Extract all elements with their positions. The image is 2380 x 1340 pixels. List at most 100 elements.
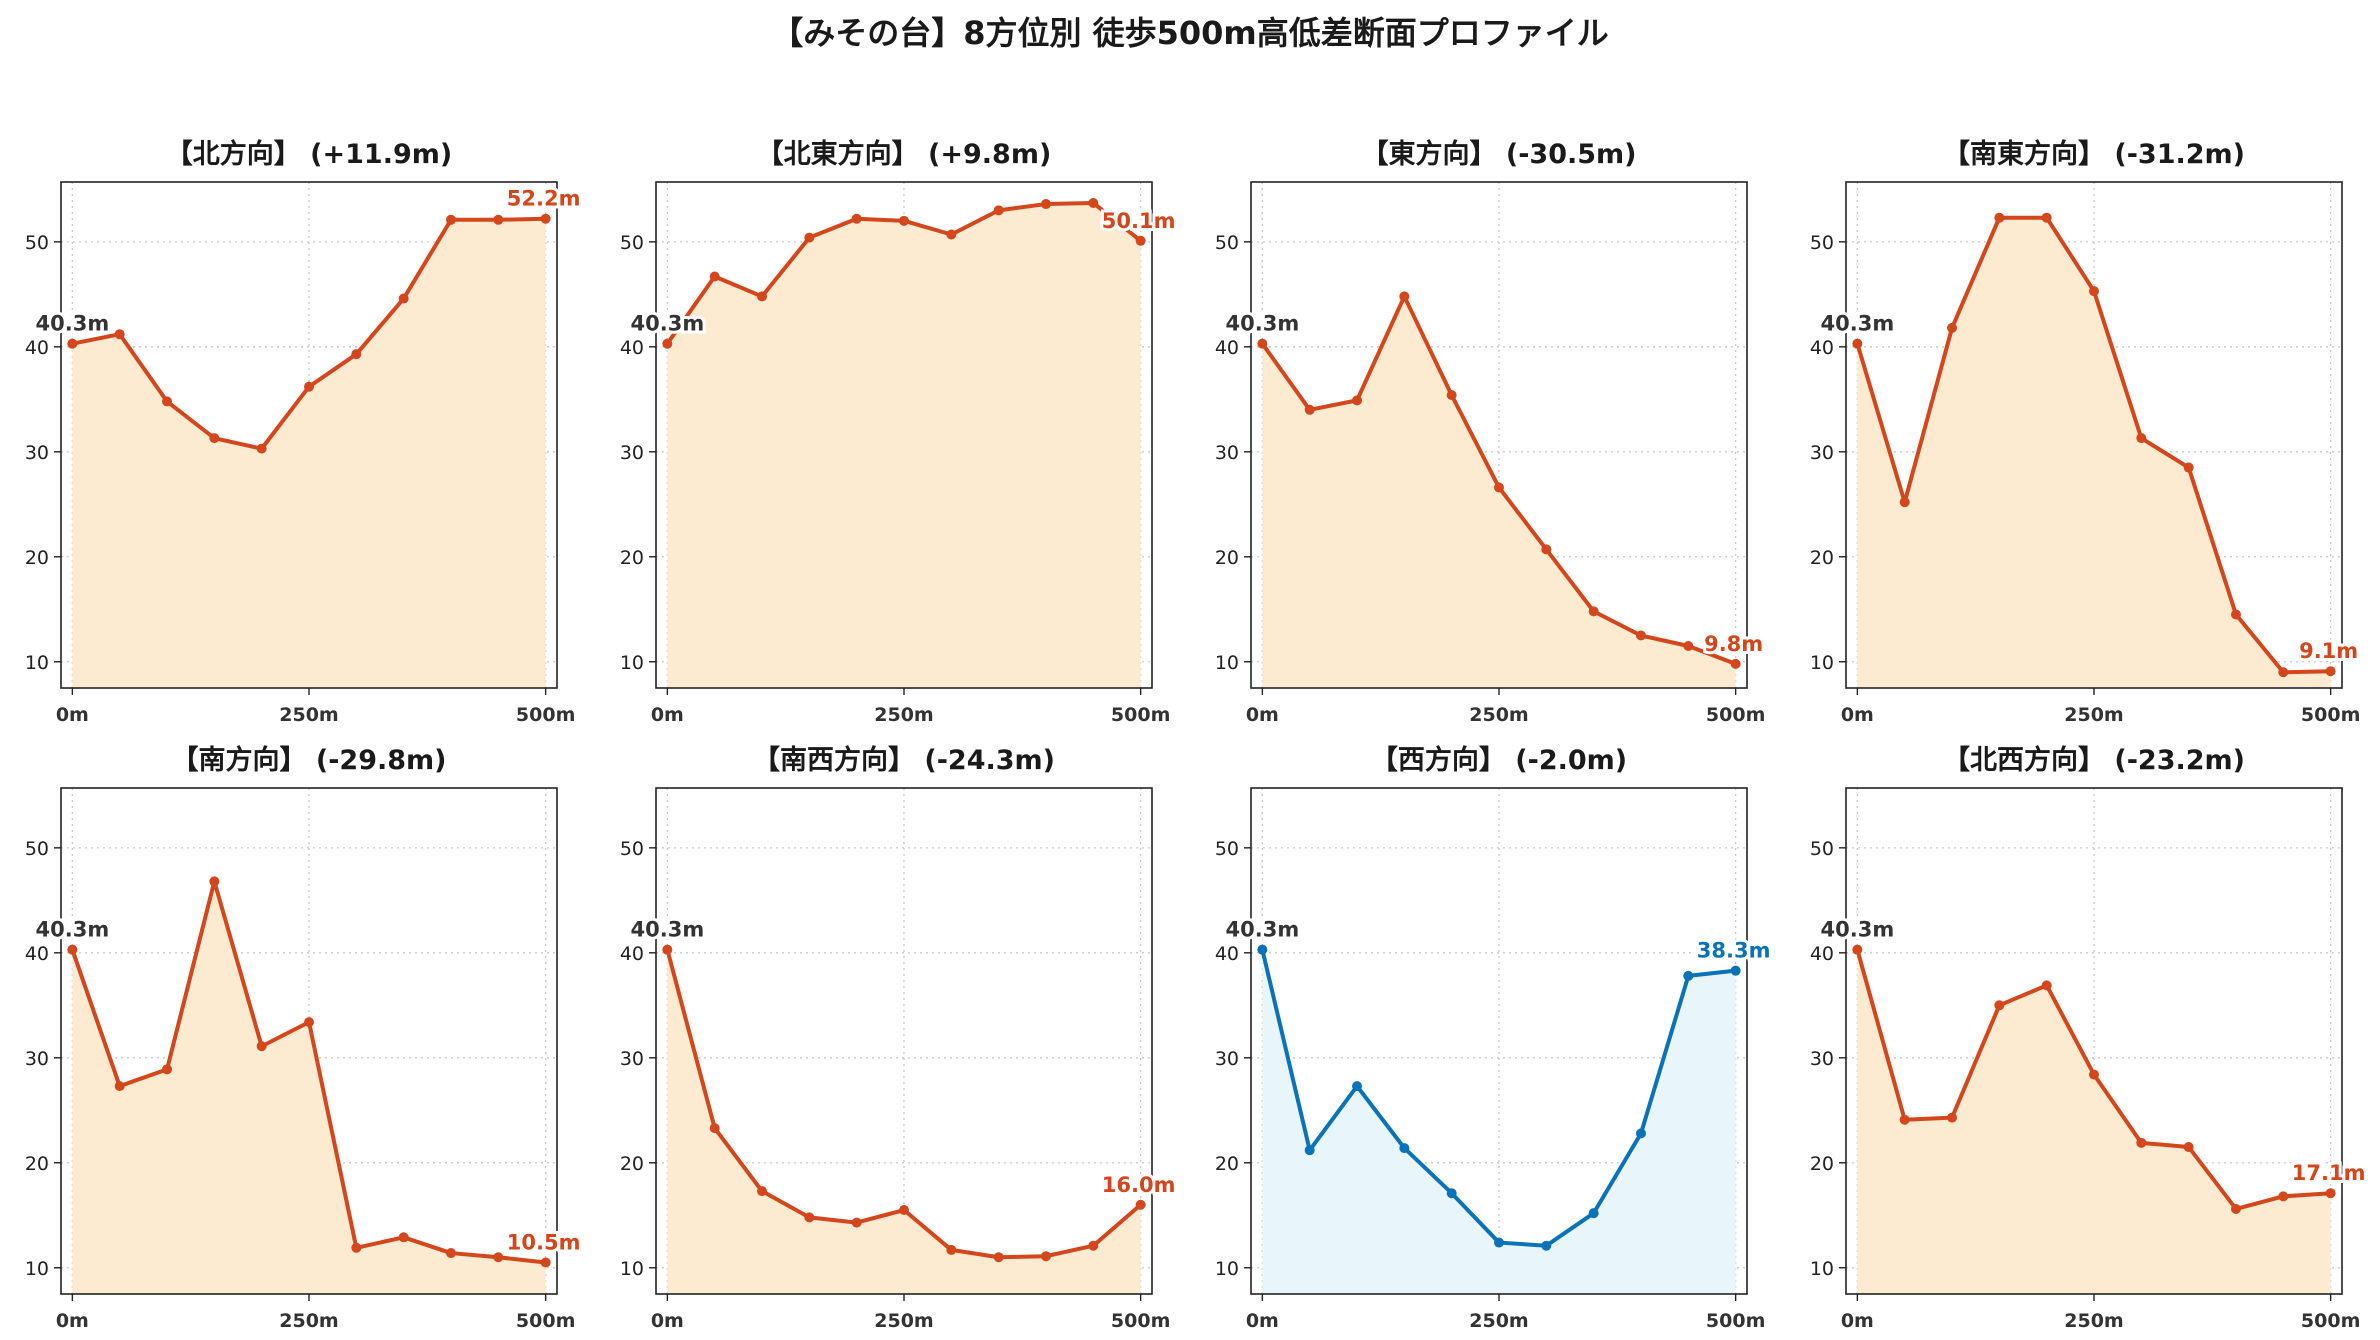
- x-tick-label: 500m: [516, 1310, 575, 1332]
- data-point: [1257, 338, 1268, 349]
- data-point: [2089, 1069, 2099, 1080]
- y-tick-label: 40: [1215, 337, 1239, 359]
- y-tick-label: 40: [1810, 943, 1834, 965]
- data-point: [1730, 658, 1741, 669]
- y-tick-label: 40: [25, 943, 49, 965]
- data-point: [1399, 1143, 1410, 1154]
- y-tick-label: 20: [1215, 547, 1239, 569]
- data-point: [1135, 235, 1146, 246]
- x-tick-label: 0m: [56, 1310, 89, 1332]
- data-point: [1494, 1237, 1504, 1248]
- data-point: [256, 1041, 267, 1052]
- x-tick-label: 250m: [2064, 704, 2123, 726]
- data-point: [445, 214, 456, 225]
- panel-title: 【西方向】 (-2.0m): [1371, 744, 1627, 776]
- data-point: [946, 1244, 957, 1255]
- data-point: [493, 214, 504, 225]
- y-tick-label: 30: [620, 442, 644, 464]
- x-tick-label: 0m: [1841, 704, 1874, 726]
- end-value-label: 9.8m: [1704, 632, 1763, 656]
- x-tick-label: 500m: [1111, 1310, 1170, 1332]
- x-tick-label: 500m: [1706, 704, 1765, 726]
- x-tick-label: 500m: [1706, 1310, 1765, 1332]
- data-point: [162, 1064, 173, 1075]
- data-point: [2136, 433, 2147, 444]
- x-tick-label: 500m: [2301, 704, 2360, 726]
- data-point: [445, 1248, 456, 1259]
- data-point: [2278, 1191, 2289, 1202]
- data-point: [1494, 482, 1504, 493]
- end-value-label: 38.3m: [1697, 939, 1771, 963]
- data-point: [757, 291, 768, 302]
- data-point: [493, 1252, 504, 1263]
- data-point: [2230, 1203, 2241, 1214]
- data-point: [1040, 1251, 1051, 1262]
- area-fill: [1857, 949, 2331, 1294]
- x-tick-label: 0m: [1246, 704, 1279, 726]
- y-tick-label: 20: [1810, 547, 1834, 569]
- x-tick-label: 250m: [1469, 1310, 1528, 1332]
- start-value-label: 40.3m: [631, 918, 705, 942]
- y-tick-label: 20: [620, 1153, 644, 1175]
- y-tick-label: 50: [1215, 232, 1239, 254]
- y-tick-label: 50: [1215, 838, 1239, 860]
- data-point: [1446, 390, 1457, 401]
- y-tick-label: 20: [1810, 1153, 1834, 1175]
- y-tick-label: 10: [1810, 652, 1834, 674]
- data-point: [2230, 609, 2241, 620]
- area-fill: [1262, 949, 1736, 1294]
- data-point: [2136, 1137, 2147, 1148]
- x-tick-label: 0m: [56, 704, 89, 726]
- area-fill: [667, 202, 1141, 688]
- x-tick-label: 0m: [1841, 1310, 1874, 1332]
- data-point: [851, 213, 862, 224]
- y-tick-label: 10: [1215, 1258, 1239, 1280]
- start-value-label: 40.3m: [1226, 312, 1300, 336]
- area-fill: [72, 218, 546, 688]
- data-point: [162, 396, 173, 407]
- area-fill: [1857, 217, 2331, 689]
- y-tick-label: 10: [25, 1258, 49, 1280]
- data-point: [209, 876, 220, 887]
- x-tick-label: 500m: [2301, 1310, 2360, 1332]
- data-point: [1635, 630, 1646, 641]
- data-point: [304, 1017, 314, 1028]
- data-point: [67, 944, 78, 955]
- data-point: [209, 433, 220, 444]
- start-value-label: 40.3m: [36, 918, 110, 942]
- y-tick-label: 50: [25, 232, 49, 254]
- data-point: [1683, 641, 1694, 652]
- y-tick-label: 20: [1215, 1153, 1239, 1175]
- x-tick-label: 500m: [1111, 704, 1170, 726]
- x-tick-label: 250m: [874, 1310, 933, 1332]
- start-value-label: 40.3m: [1821, 918, 1895, 942]
- data-point: [114, 329, 125, 340]
- y-tick-label: 40: [25, 337, 49, 359]
- data-point: [993, 1252, 1004, 1263]
- panel-title: 【南東方向】 (-31.2m): [1943, 138, 2245, 170]
- x-tick-label: 250m: [2064, 1310, 2123, 1332]
- data-point: [662, 944, 673, 955]
- data-point: [1852, 338, 1863, 349]
- data-point: [757, 1186, 768, 1197]
- data-point: [993, 205, 1004, 216]
- end-value-label: 9.1m: [2299, 639, 2358, 663]
- data-point: [540, 1257, 551, 1268]
- y-tick-label: 30: [25, 442, 49, 464]
- data-point: [1541, 1240, 1552, 1251]
- data-point: [851, 1217, 862, 1228]
- data-point: [304, 381, 314, 392]
- data-point: [1588, 1208, 1599, 1219]
- y-tick-label: 10: [1810, 1258, 1834, 1280]
- data-point: [1683, 970, 1694, 981]
- y-tick-label: 10: [1215, 652, 1239, 674]
- data-point: [1304, 404, 1315, 415]
- end-value-label: 17.1m: [2292, 1161, 2366, 1185]
